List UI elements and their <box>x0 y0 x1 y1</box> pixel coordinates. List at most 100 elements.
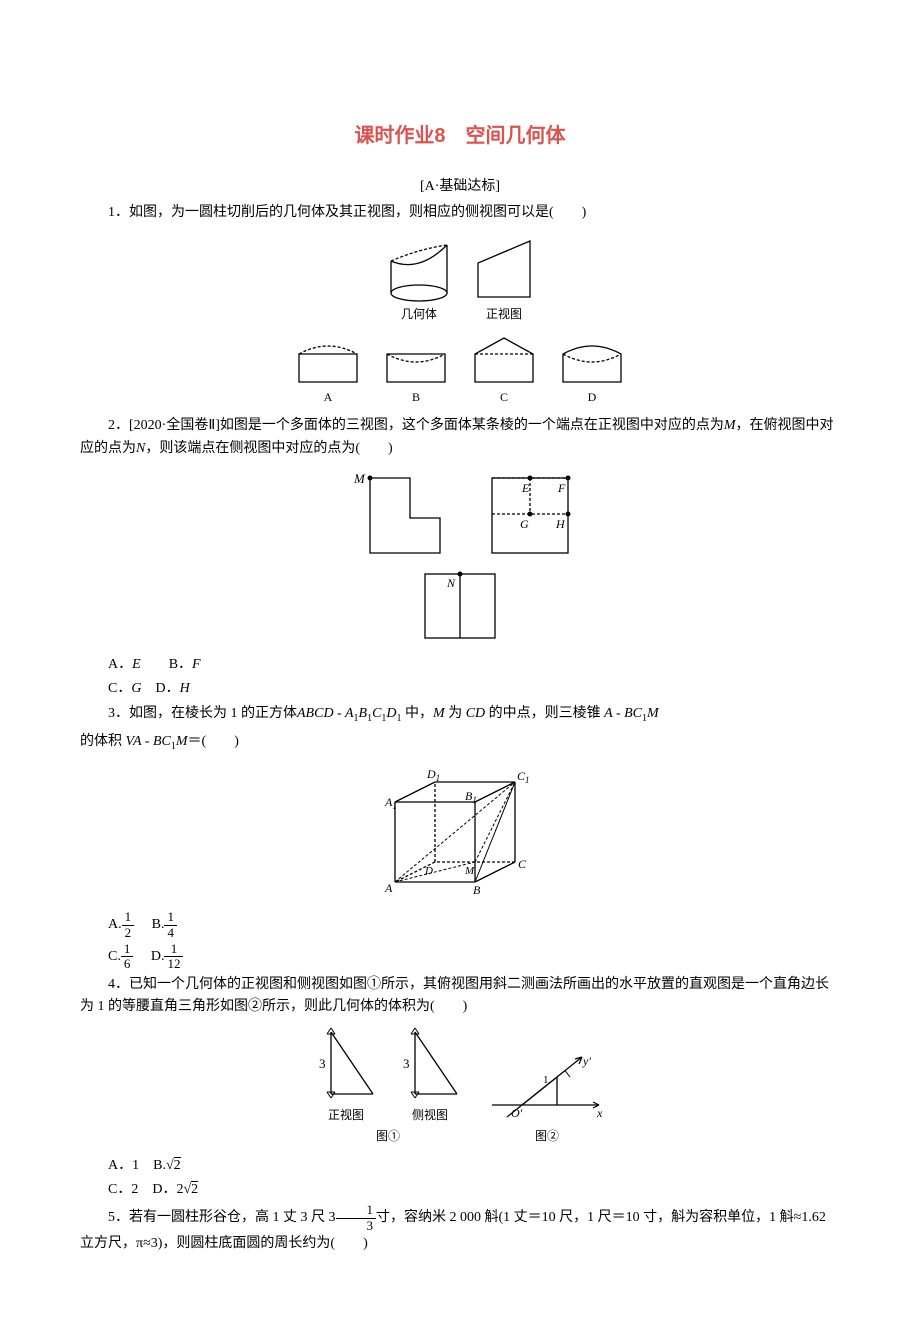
q2-optC: C． <box>108 681 131 696</box>
q3-oB: B. <box>152 917 165 932</box>
question-3: 3．如图，在棱长为 1 的正方体ABCD - A1B1C1D1 中，M 为 CD… <box>80 703 840 727</box>
q2-N: N <box>136 441 145 456</box>
svg-text:F: F <box>557 481 566 495</box>
q2-figure-top: M E F G H <box>80 468 840 558</box>
q4-cap1: 图① <box>376 1127 400 1146</box>
q1-cap-body: 几何体 <box>401 305 437 324</box>
question-2: 2．[2020·全国卷Ⅱ]如图是一个多面体的三视图，这个多面体某条棱的一个端点在… <box>80 415 840 460</box>
q2-optDv: H <box>180 681 190 696</box>
q2-frontview-icon: M <box>340 468 450 558</box>
q1-frontview-icon <box>472 233 536 303</box>
q1-optD-label: D <box>588 388 597 407</box>
svg-text:y′: y′ <box>582 1054 591 1068</box>
question-4: 4．已知一个几何体的正视图和侧视图如图①所示，其俯视图用斜二测画法所画出的水平放… <box>80 974 840 1019</box>
q2-sideview-icon: E F G H <box>480 468 580 558</box>
q4-side-icon: 3 <box>397 1026 463 1104</box>
svg-text:x: x <box>596 1106 603 1120</box>
svg-text:B1: B1 <box>465 789 477 805</box>
svg-text:N: N <box>446 576 456 590</box>
svg-text:M: M <box>353 471 366 486</box>
svg-text:1: 1 <box>543 1074 549 1086</box>
q4-front-icon: 3 <box>313 1026 379 1104</box>
q2-optAv: E <box>132 657 141 672</box>
q3-ml: M <box>433 706 445 721</box>
q4-options: A．1 B.√2 C．2 D．2√2 <box>80 1155 840 1202</box>
q2-pre: 2．[2020·全国卷Ⅱ]如图是一个多面体的三视图，这个多面体某条棱的一个端点在… <box>108 418 724 433</box>
q3-t2: 中， <box>402 706 434 721</box>
svg-text:A1: A1 <box>384 795 397 811</box>
q1-optC-label: C <box>500 388 508 407</box>
q1-options-row: A B C D <box>80 332 840 407</box>
svg-text:O′: O′ <box>511 1106 523 1120</box>
q2-optB: B． <box>169 657 192 672</box>
q3-cube-icon: A1 B1 C1 D1 A B C D M <box>375 762 545 902</box>
svg-text:H: H <box>555 517 566 531</box>
q4-cap-side: 侧视图 <box>412 1106 448 1125</box>
q3-v: VA - BC <box>126 734 171 749</box>
q3-figure: A1 B1 C1 D1 A B C D M <box>80 762 840 902</box>
q4-cap-front: 正视图 <box>328 1106 364 1125</box>
q1-solid-icon <box>384 233 454 303</box>
q5-frac: 13 <box>336 1203 377 1233</box>
q1-optA-label: A <box>324 388 333 407</box>
q3-c4: D <box>386 706 396 721</box>
q4-sqrtB: √2 <box>166 1157 181 1173</box>
q3-py: A - BC <box>604 706 642 721</box>
svg-text:E: E <box>521 481 530 495</box>
page-title: 课时作业8 空间几何体 <box>80 120 840 152</box>
q3-t5: 的体积 <box>80 734 126 749</box>
q2-post: ，则该端点在侧视图中对应的点为( ) <box>145 441 392 456</box>
q3-cd: CD <box>466 706 485 721</box>
q2-optA: A． <box>108 657 132 672</box>
q3-fracB: 14 <box>164 910 177 940</box>
q3-oD: D. <box>151 949 165 964</box>
question-5: 5．若有一圆柱形谷仓，高 1 丈 3 尺 313寸，容纳米 2 000 斛(1 … <box>80 1203 840 1255</box>
q1-optD-icon <box>557 332 627 386</box>
q3-fracA: 12 <box>122 910 135 940</box>
svg-text:M: M <box>464 865 475 877</box>
q4-oB: B. <box>153 1158 166 1173</box>
q4-oC: C．2 <box>108 1182 138 1197</box>
q4-sqrtD: √2 <box>183 1181 198 1197</box>
svg-text:C: C <box>518 857 527 871</box>
q3-c1: ABCD - A <box>297 706 354 721</box>
q3-fracD: 112 <box>164 942 183 972</box>
q1-cap-front: 正视图 <box>486 305 522 324</box>
q3-v2: M <box>176 734 188 749</box>
svg-text:3: 3 <box>403 1056 410 1071</box>
q3-c2: B <box>359 706 368 721</box>
q4-figure: 3 正视图 3 侧视图 图① <box>80 1026 840 1146</box>
svg-text:B: B <box>473 883 481 897</box>
q4-oD: D．2 <box>152 1182 183 1197</box>
question-1: 1．如图，为一圆柱切削后的几何体及其正视图，则相应的侧视图可以是( ) <box>80 202 840 224</box>
section-a-label: [A·基础达标] <box>80 176 840 198</box>
q3-py2: M <box>647 706 659 721</box>
q2-options: A．E B．F C．G D．H <box>80 654 840 701</box>
q4-cap2: 图② <box>535 1127 559 1146</box>
question-3b: 的体积 VA - BC1M＝( ) <box>80 731 840 755</box>
q3-t4: 的中点，则三棱锥 <box>485 706 604 721</box>
q4-oblique-icon: y′ x O′ 1 <box>487 1047 607 1125</box>
svg-text:3: 3 <box>319 1056 326 1071</box>
q3-t3: 为 <box>445 706 466 721</box>
q1-optA-icon <box>293 332 363 386</box>
q1-figure-top: 几何体 正视图 <box>80 233 840 324</box>
svg-text:G: G <box>520 517 529 531</box>
q2-optBv: F <box>192 657 201 672</box>
q2-topview-icon: N <box>415 566 505 646</box>
q5-t1: 5．若有一圆柱形谷仓，高 1 丈 3 尺 3 <box>108 1210 336 1225</box>
svg-text:D1: D1 <box>426 767 440 783</box>
q3-oA: A. <box>108 917 122 932</box>
q3-oC: C. <box>108 949 121 964</box>
q3-options: A.12 B.14 C.16 D.112 <box>80 910 840 971</box>
q1-optC-icon <box>469 332 539 386</box>
svg-text:C1: C1 <box>517 769 530 785</box>
svg-text:A: A <box>384 881 393 895</box>
q2-optCv: G <box>131 681 141 696</box>
q2-M: M <box>724 418 736 433</box>
q3-fracC: 16 <box>121 942 134 972</box>
q3-t1: 3．如图，在棱长为 1 的正方体 <box>108 706 297 721</box>
q2-optD: D． <box>155 681 179 696</box>
q4-oA: A．1 <box>108 1158 139 1173</box>
q3-t6: ＝( ) <box>188 734 239 749</box>
